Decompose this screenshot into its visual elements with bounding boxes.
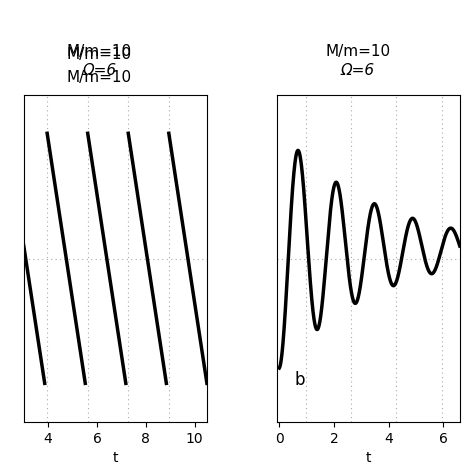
- Text: Ω=6: Ω=6: [341, 63, 375, 78]
- Text: M/m=10: M/m=10: [325, 44, 391, 59]
- Text: M/m=10: M/m=10: [67, 70, 132, 85]
- Text: Ω=6: Ω=6: [82, 63, 117, 78]
- X-axis label: t: t: [112, 451, 118, 465]
- Text: M/m=10: M/m=10: [67, 46, 132, 62]
- Text: b: b: [295, 371, 305, 389]
- Text: M/m=10: M/m=10: [67, 44, 132, 59]
- X-axis label: t: t: [365, 451, 371, 465]
